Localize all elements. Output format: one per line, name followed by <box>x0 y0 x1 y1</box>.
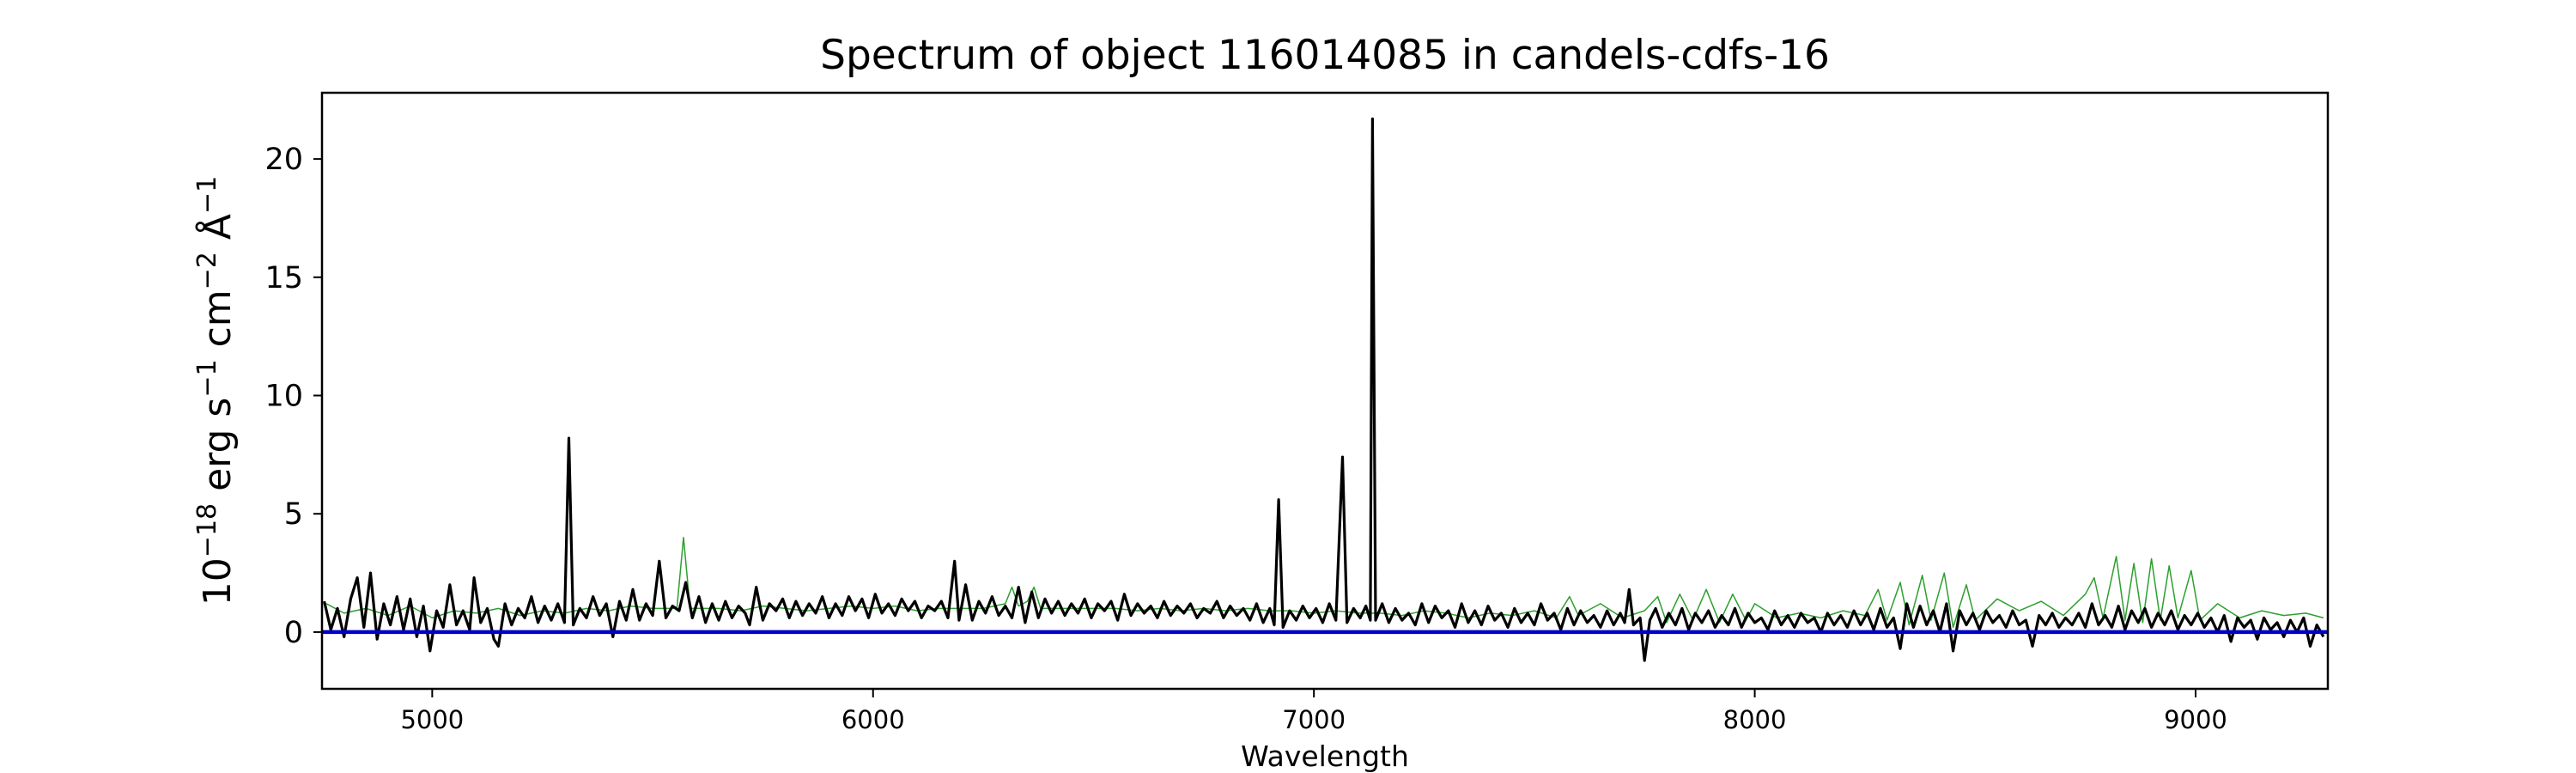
plot-frame <box>320 91 2330 691</box>
x-tick-label: 6000 <box>841 705 905 734</box>
x-axis-label: Wavelength <box>1241 740 1409 773</box>
chart-title: Spectrum of object 116014085 in candels-… <box>820 32 1830 79</box>
y-axis-label: 10−18 erg s−1 cm−2 Å−1 <box>192 176 240 606</box>
x-tick-label: 8000 <box>1723 705 1787 734</box>
y-axis: 0 5 10 15 20 <box>264 143 322 650</box>
series-spectrum-black <box>323 117 2325 662</box>
plot-area <box>322 117 2328 662</box>
y-tick-label: 10 <box>264 380 303 414</box>
y-tick-label: 0 <box>284 616 303 650</box>
x-tick-label: 7000 <box>1282 705 1346 734</box>
y-tick-label: 5 <box>284 497 303 532</box>
y-tick-label: 15 <box>264 261 303 295</box>
x-tick-label: 5000 <box>400 705 464 734</box>
y-tick-label: 20 <box>264 143 303 177</box>
x-axis: 5000 6000 7000 8000 9000 <box>400 689 2227 734</box>
x-tick-label: 9000 <box>2164 705 2227 734</box>
